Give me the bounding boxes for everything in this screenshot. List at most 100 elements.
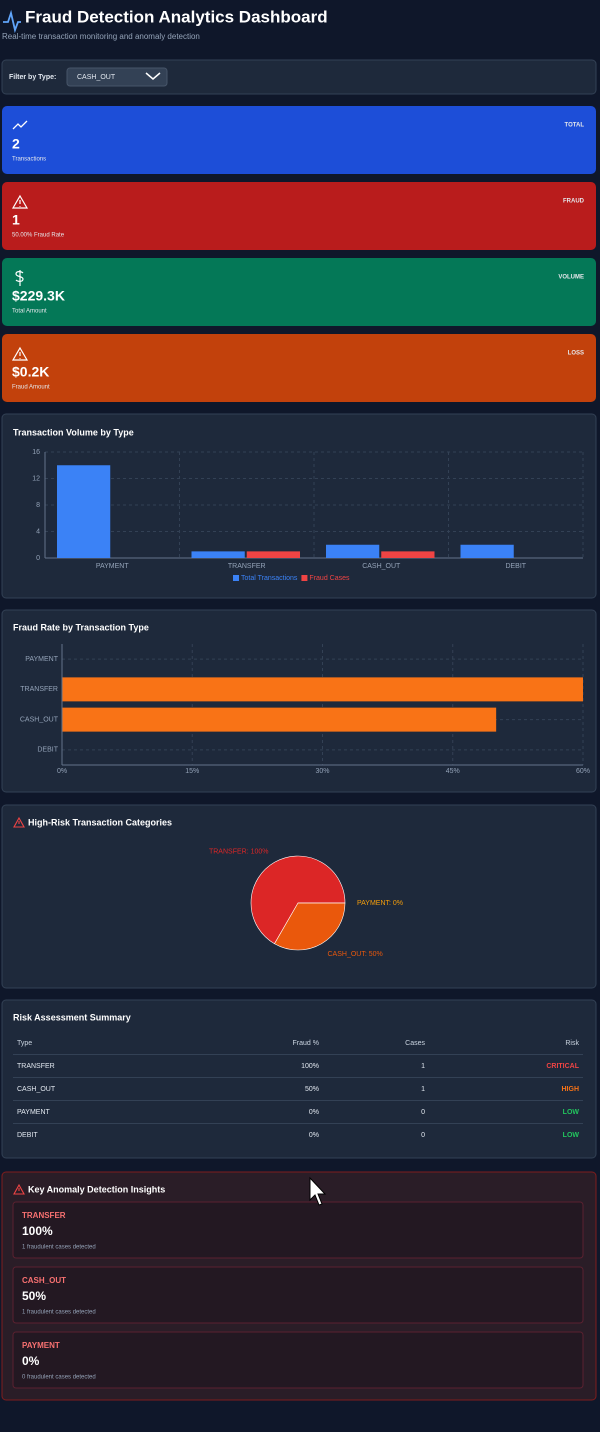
table-cell: 50% [305, 1086, 319, 1093]
warning-icon [13, 816, 25, 828]
page-title: Fraud Detection Analytics Dashboard [25, 7, 328, 26]
stat-card [2, 182, 596, 250]
chart-panel [1, 413, 597, 599]
table-cell: 0% [309, 1132, 319, 1139]
stat-label: Fraud Amount [12, 385, 50, 391]
table-header: Fraud % [293, 1040, 319, 1047]
pie-label: CASH_OUT: 50% [328, 951, 383, 958]
table-cell: LOW [563, 1132, 580, 1139]
pulse-icon [3, 9, 21, 34]
insight-note: 1 fraudulent cases detected [22, 1245, 96, 1251]
content: TOTAL 2 Transactions FRAUD 1 50.00% Fraud Rat… [1, 106, 597, 1401]
filter-select[interactable] [66, 67, 168, 87]
warning-icon [11, 194, 29, 209]
filter-label: Filter by Type: [9, 74, 56, 81]
bar [62, 677, 583, 702]
mouse-cursor [309, 1176, 327, 1206]
y-tick-label: 4 [36, 528, 40, 535]
insight-value: 100% [22, 1224, 53, 1238]
chart-title: High-Risk Transaction Categories [28, 817, 172, 827]
table-cell: CASH_OUT [17, 1086, 56, 1093]
insight-card [12, 1201, 584, 1259]
table-cell: 1 [421, 1063, 425, 1070]
bar [381, 551, 435, 558]
y-tick-label: 16 [32, 449, 40, 456]
table-cell: 100% [301, 1063, 319, 1070]
table-header: Risk [565, 1040, 579, 1047]
x-tick-label: 0% [57, 768, 67, 775]
chart-title: Transaction Volume by Type [13, 427, 134, 437]
table-cell: 1 [421, 1086, 425, 1093]
legend-swatch [233, 575, 239, 581]
insight-note: 1 fraudulent cases detected [22, 1310, 96, 1316]
pie-slice [274, 902, 346, 951]
stat-value: $229.3K [12, 288, 65, 304]
table-cell: 0% [309, 1109, 319, 1116]
x-tick-label: 30% [315, 768, 329, 775]
table-panel [1, 999, 597, 1159]
dropdown-arrow[interactable] [145, 72, 161, 80]
x-tick-label: 60% [576, 768, 590, 775]
table-cell: 0 [421, 1132, 425, 1139]
stat-tag: TOTAL [565, 123, 585, 129]
warning-icon [11, 346, 29, 361]
bar [246, 551, 300, 558]
bar [326, 544, 380, 558]
pie-slice [250, 855, 346, 945]
trend-icon [12, 120, 28, 130]
x-tick-label: 15% [185, 768, 199, 775]
page-subtitle: Real-time transaction monitoring and ano… [2, 32, 200, 41]
dollar-icon [15, 270, 24, 286]
stat-label: 50.00% Fraud Rate [12, 233, 65, 239]
stat-value: 2 [12, 136, 20, 152]
stat-tag: LOSS [568, 351, 584, 357]
stat-label: Total Amount [12, 309, 47, 315]
warning-icon [13, 1183, 25, 1195]
table-title: Risk Assessment Summary [13, 1012, 131, 1022]
stat-card [2, 106, 596, 174]
pie-label: PAYMENT: 0% [357, 900, 403, 907]
y-tick-label: DEBIT [37, 747, 58, 754]
y-tick-label: PAYMENT [25, 656, 59, 663]
legend-label: Fraud Cases [309, 575, 350, 582]
x-tick-label: 45% [446, 768, 460, 775]
table-cell: DEBIT [17, 1132, 38, 1139]
insight-value: 50% [22, 1289, 46, 1303]
table-cell: TRANSFER [17, 1063, 55, 1070]
legend-label: Total Transactions [241, 575, 298, 582]
table-cell: LOW [563, 1109, 580, 1116]
stat-card [2, 258, 596, 326]
insight-value: 0% [22, 1354, 40, 1368]
y-tick-label: 0 [36, 555, 40, 562]
stat-tag: VOLUME [558, 275, 584, 281]
bar [57, 465, 111, 558]
insight-card [12, 1331, 584, 1389]
insight-type: TRANSFER [22, 1211, 66, 1220]
stat-value: 1 [12, 212, 20, 228]
insight-note: 0 fraudulent cases detected [22, 1375, 96, 1381]
chart-title: Fraud Rate by Transaction Type [13, 622, 149, 632]
insights-title: Key Anomaly Detection Insights [28, 1184, 165, 1194]
table-cell: HIGH [562, 1086, 580, 1093]
table-cell: CRITICAL [546, 1063, 579, 1070]
x-tick-label: TRANSFER [228, 563, 266, 570]
stat-label: Transactions [12, 157, 46, 163]
stat-tag: FRAUD [563, 199, 585, 205]
legend-swatch [301, 575, 308, 581]
filter-value[interactable]: CASH_OUT [77, 74, 116, 81]
x-tick-label: CASH_OUT [362, 563, 401, 570]
table-header: Cases [405, 1040, 425, 1047]
table-cell: PAYMENT [17, 1109, 51, 1116]
pie-label: TRANSFER: 100% [209, 849, 269, 856]
table-cell: 0 [421, 1109, 425, 1116]
x-tick-label: PAYMENT [96, 563, 130, 570]
insight-card [12, 1266, 584, 1324]
bar [460, 544, 514, 558]
y-tick-label: 8 [36, 502, 40, 509]
insight-type: CASH_OUT [22, 1276, 66, 1285]
bar [62, 707, 497, 732]
y-tick-label: TRANSFER [20, 686, 58, 693]
bar [191, 551, 245, 558]
table-header: Type [17, 1040, 32, 1047]
